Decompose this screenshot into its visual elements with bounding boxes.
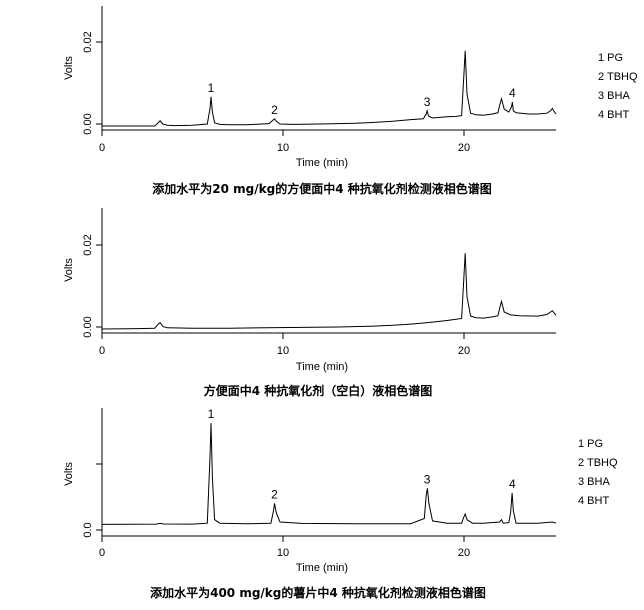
peak-label: 2	[271, 487, 278, 501]
y-tick-label: 0.02	[82, 31, 94, 52]
legend-item-pg: 1 PG	[598, 52, 623, 64]
x-tick-label: 10	[277, 142, 289, 154]
legend-item-bht: 4 BHT	[578, 495, 609, 507]
chart-caption: 方便面中4 种抗氧化剂（空白）液相色谱图	[204, 383, 433, 398]
peak-label: 3	[424, 95, 431, 109]
chromatogram-trace	[101, 253, 557, 330]
legend: 1 PG 2 TBHQ 3 BHA 4 BHT	[578, 438, 618, 507]
y-tick-label: 0.02	[82, 234, 94, 255]
y-tick-label: 0.00	[82, 113, 94, 134]
x-tick-label: 0	[99, 345, 105, 357]
x-tick-label: 0	[99, 142, 105, 154]
peak-label: 1	[208, 81, 215, 95]
peak-label: 4	[509, 477, 516, 491]
legend-item-bha: 3 BHA	[578, 476, 610, 488]
x-tick-label: 20	[458, 142, 470, 154]
legend-item-bha: 3 BHA	[598, 90, 630, 102]
x-tick-label: 10	[277, 547, 289, 559]
legend-item-pg: 1 PG	[578, 438, 603, 450]
peak-labels: 1 2 3 4	[208, 81, 516, 117]
y-tick-label: 0.0	[82, 522, 94, 537]
legend: 1 PG 2 TBHQ 3 BHA 4 BHT	[598, 52, 638, 121]
peak-label: 3	[424, 472, 431, 486]
y-tick-label: 0.00	[82, 316, 94, 337]
peak-label: 4	[509, 86, 516, 100]
x-tick-label: 0	[99, 547, 105, 559]
chromatogram-trace	[102, 50, 557, 127]
x-tick-label: 10	[277, 345, 289, 357]
x-axis-title: Time (min)	[296, 157, 348, 169]
peak-label: 2	[271, 103, 278, 117]
chart-caption: 添加水平为400 mg/kg的薯片中4 种抗氧化剂检测液相色谱图	[150, 585, 486, 600]
chromatogram-panel-3: 0.0 Volts 0 10 20 Time (min) 1 2 3 4 1 PG 2…	[63, 407, 618, 600]
legend-item-tbhq: 2 TBHQ	[598, 71, 638, 83]
x-axis-title: Time (min)	[296, 361, 348, 373]
chromatogram-trace	[101, 423, 557, 525]
peak-labels: 1 2 3 4	[208, 407, 516, 501]
legend-item-tbhq: 2 TBHQ	[578, 457, 618, 469]
y-axis-title: Volts	[63, 258, 75, 282]
y-axis-title: Volts	[63, 56, 75, 80]
x-tick-label: 20	[458, 547, 470, 559]
x-axis-title: Time (min)	[296, 562, 348, 574]
legend-item-bht: 4 BHT	[598, 109, 629, 121]
x-tick-label: 20	[458, 345, 470, 357]
y-axis-title: Volts	[63, 462, 75, 486]
chart-caption: 添加水平为20 mg/kg的方便面中4 种抗氧化剂检测液相色谱图	[152, 181, 491, 196]
chromatogram-panel-1: 0.00 0.02 Volts 0 10 20 Time (min) 1 2 3 4 …	[63, 6, 638, 196]
chromatogram-panel-2: 0.00 0.02 Volts 0 10 20 Time (min) 方便面中4…	[63, 208, 557, 398]
peak-label: 1	[208, 407, 215, 421]
